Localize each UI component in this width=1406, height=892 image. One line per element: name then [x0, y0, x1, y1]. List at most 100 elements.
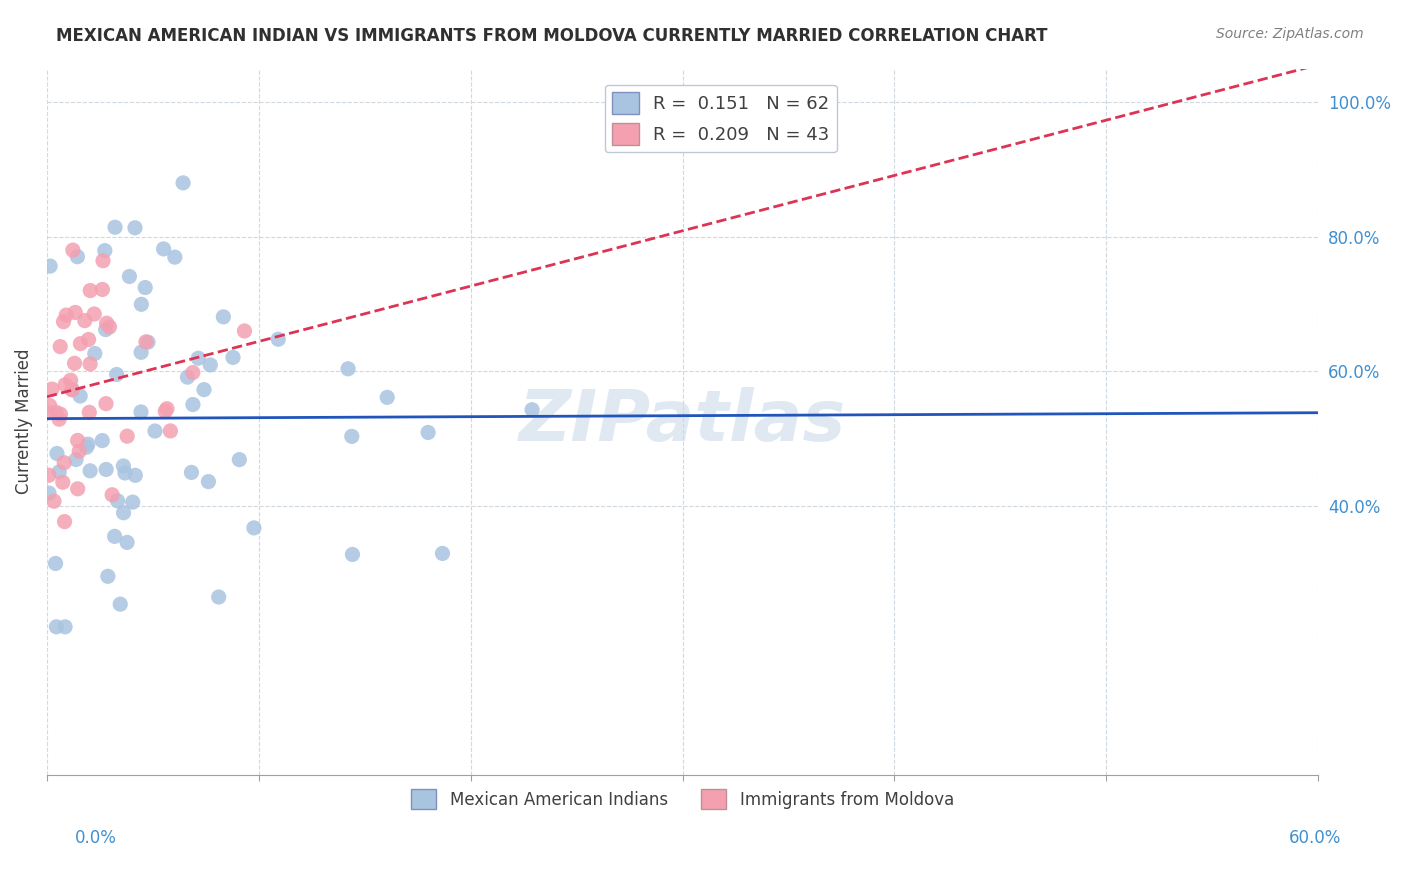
Point [38, 406, 60, 420]
Point [152, 242, 174, 256]
Point [77, 437, 100, 451]
Point [76, 440, 98, 454]
Point [79, 357, 101, 371]
Point [136, 335, 159, 350]
Point [62, 243, 84, 257]
Point [83, 346, 105, 360]
Point [53, 620, 76, 634]
Point [115, 429, 138, 443]
Point [124, 220, 146, 235]
Point [41, 382, 63, 396]
Point [416, 425, 439, 440]
Point [114, 466, 136, 480]
Point [131, 297, 153, 311]
Point [124, 468, 146, 483]
Point [83, 307, 105, 321]
Point [38, 486, 60, 500]
Point [110, 597, 132, 611]
Point [197, 475, 219, 489]
Point [45, 405, 67, 419]
Point [156, 401, 179, 416]
Point [59, 373, 82, 387]
Point [42, 494, 65, 508]
Point [180, 466, 202, 480]
Point [94, 397, 117, 411]
Point [94, 323, 117, 337]
Point [91, 282, 114, 296]
Point [267, 332, 290, 346]
Point [66, 482, 89, 496]
Point [112, 458, 135, 473]
Point [63, 356, 86, 370]
Point [163, 250, 186, 264]
Point [79, 464, 101, 478]
Point [98, 319, 121, 334]
Point [233, 324, 256, 338]
Point [187, 351, 209, 366]
Point [60, 383, 83, 397]
Point [121, 495, 143, 509]
Point [212, 310, 235, 324]
Point [38, 399, 60, 413]
Point [67, 444, 90, 458]
Point [91, 253, 114, 268]
Point [77, 333, 100, 347]
Point [115, 535, 138, 549]
Point [181, 366, 204, 380]
Point [91, 434, 114, 448]
Point [432, 546, 454, 560]
Point [107, 493, 129, 508]
Point [48, 412, 70, 426]
Point [176, 370, 198, 384]
Point [222, 351, 245, 365]
Point [73, 313, 96, 327]
Point [200, 358, 222, 372]
Text: 60.0%: 60.0% [1288, 829, 1341, 847]
Point [53, 377, 76, 392]
Point [129, 405, 152, 419]
Point [48, 465, 70, 479]
Point [112, 506, 135, 520]
Point [45, 557, 67, 571]
Point [134, 280, 156, 294]
Point [79, 284, 101, 298]
Point [118, 269, 141, 284]
Point [135, 334, 157, 349]
Point [520, 402, 543, 417]
Text: 0.0%: 0.0% [75, 829, 117, 847]
Point [181, 398, 204, 412]
Point [172, 176, 194, 190]
Point [243, 521, 266, 535]
Point [66, 434, 89, 448]
Point [105, 368, 128, 382]
Point [375, 390, 398, 404]
Point [228, 452, 250, 467]
Text: ZIPatlas: ZIPatlas [519, 387, 846, 456]
Point [159, 424, 181, 438]
Point [96, 316, 118, 330]
Point [104, 529, 127, 543]
Point [69, 389, 91, 403]
Point [46, 446, 69, 460]
Point [66, 250, 89, 264]
Point [49, 340, 72, 354]
Point [45, 620, 67, 634]
Point [155, 404, 177, 418]
Point [342, 548, 364, 562]
Point [69, 336, 91, 351]
Point [38, 468, 60, 483]
Point [52, 475, 75, 490]
Point [97, 569, 120, 583]
Point [65, 452, 87, 467]
Text: MEXICAN AMERICAN INDIAN VS IMMIGRANTS FROM MOLDOVA CURRENTLY MARRIED CORRELATION: MEXICAN AMERICAN INDIAN VS IMMIGRANTS FR… [56, 27, 1047, 45]
Point [340, 429, 363, 443]
Point [143, 424, 166, 438]
Point [101, 488, 124, 502]
Point [39, 259, 62, 273]
Point [65, 305, 87, 319]
Y-axis label: Currently Married: Currently Married [15, 349, 32, 494]
Point [52, 315, 75, 329]
Point [60, 383, 83, 397]
Point [337, 361, 360, 376]
Point [208, 590, 231, 604]
